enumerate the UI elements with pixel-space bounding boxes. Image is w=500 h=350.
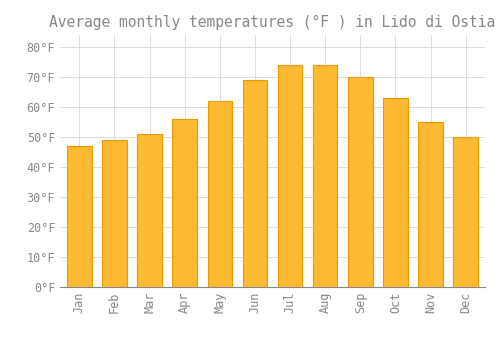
Bar <box>242 80 267 287</box>
Bar <box>67 146 92 287</box>
Bar <box>348 77 372 287</box>
Bar <box>102 140 126 287</box>
Bar <box>278 65 302 287</box>
Bar <box>172 119 197 287</box>
Bar <box>383 98 407 287</box>
Bar <box>418 122 443 287</box>
Bar <box>313 65 338 287</box>
Title: Average monthly temperatures (°F ) in Lido di Ostia: Average monthly temperatures (°F ) in Li… <box>50 15 496 30</box>
Bar <box>208 101 232 287</box>
Bar <box>454 137 478 287</box>
Bar <box>138 134 162 287</box>
